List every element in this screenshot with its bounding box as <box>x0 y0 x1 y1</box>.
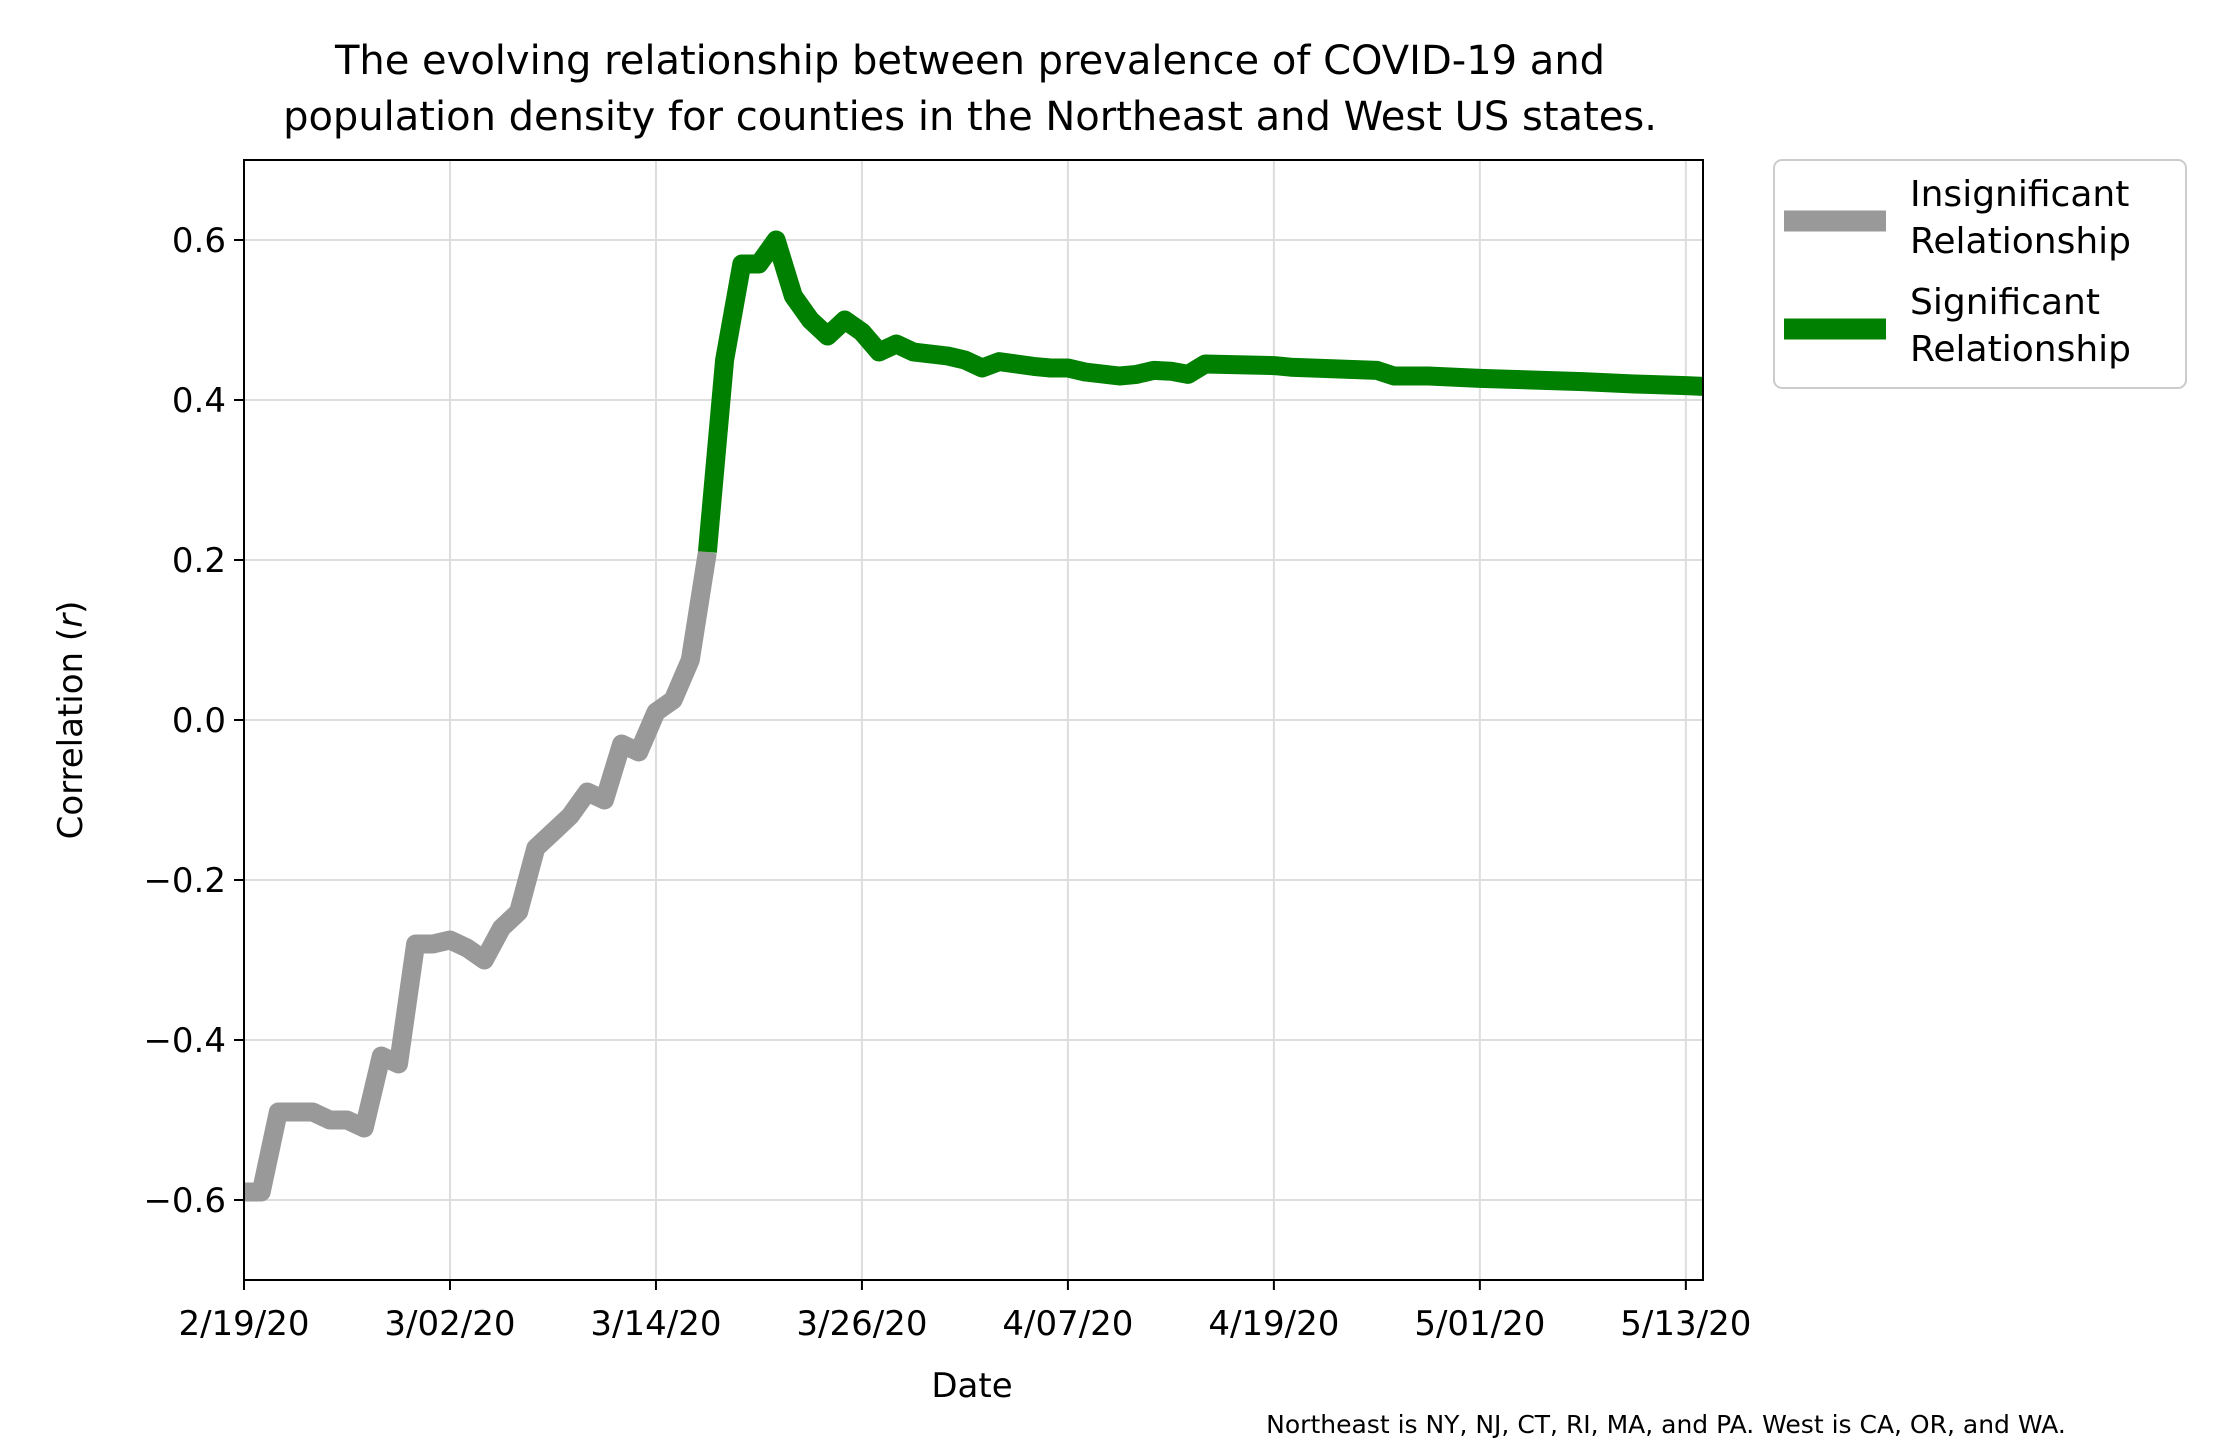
y-axis-label: Correlation (r) <box>51 601 91 840</box>
y-axis-label-close: ) <box>51 601 91 614</box>
legend-label-significant-line-1: Significant <box>1910 282 2100 323</box>
series-line-insignificant <box>244 550 717 1202</box>
y-tick-label: 0.2 <box>172 541 226 581</box>
x-tick-label: 3/26/20 <box>796 1304 927 1344</box>
y-tick-label: −0.4 <box>143 1021 226 1061</box>
x-tick-label: 3/14/20 <box>590 1304 721 1344</box>
y-axis-label-text: Correlation ( <box>51 628 91 840</box>
legend-label-insignificant-line-1: Insignificant <box>1910 174 2129 215</box>
legend-label-significant-line-2: Relationship <box>1910 329 2131 370</box>
y-tick-label: 0.0 <box>172 701 226 741</box>
series-lines <box>244 230 1704 1202</box>
grid-lines <box>243 160 1703 1280</box>
chart-title-line-2: population density for counties in the N… <box>283 94 1657 140</box>
legend-label-insignificant-line-2: Relationship <box>1910 221 2131 262</box>
x-axis-ticks: 2/19/20 3/02/20 3/14/20 3/26/20 4/07/20 4/19/… <box>178 1280 1751 1344</box>
y-tick-label: −0.2 <box>143 861 226 901</box>
y-axis-label-italic: r <box>51 612 91 628</box>
x-tick-label: 4/07/20 <box>1002 1304 1133 1344</box>
y-tick-label: −0.6 <box>143 1181 226 1221</box>
y-tick-label: 0.4 <box>172 381 226 421</box>
y-axis-ticks: −0.6 −0.4 −0.2 0.0 0.2 0.4 0.6 <box>143 221 244 1221</box>
footnote-annotation: Northeast is NY, NJ, CT, RI, MA, and PA.… <box>1266 1410 2066 1439</box>
x-tick-label: 5/01/20 <box>1414 1304 1545 1344</box>
x-tick-label: 4/19/20 <box>1208 1304 1339 1344</box>
x-axis-label: Date <box>931 1366 1012 1406</box>
x-tick-label: 3/02/20 <box>384 1304 515 1344</box>
x-tick-label: 5/13/20 <box>1620 1304 1751 1344</box>
chart-title-line-1: The evolving relationship between preval… <box>334 38 1605 84</box>
series-line-significant <box>697 230 1704 553</box>
y-tick-label: 0.6 <box>172 221 226 261</box>
legend: Insignificant Relationship Significant R… <box>1773 159 2187 389</box>
x-tick-label: 2/19/20 <box>178 1304 309 1344</box>
